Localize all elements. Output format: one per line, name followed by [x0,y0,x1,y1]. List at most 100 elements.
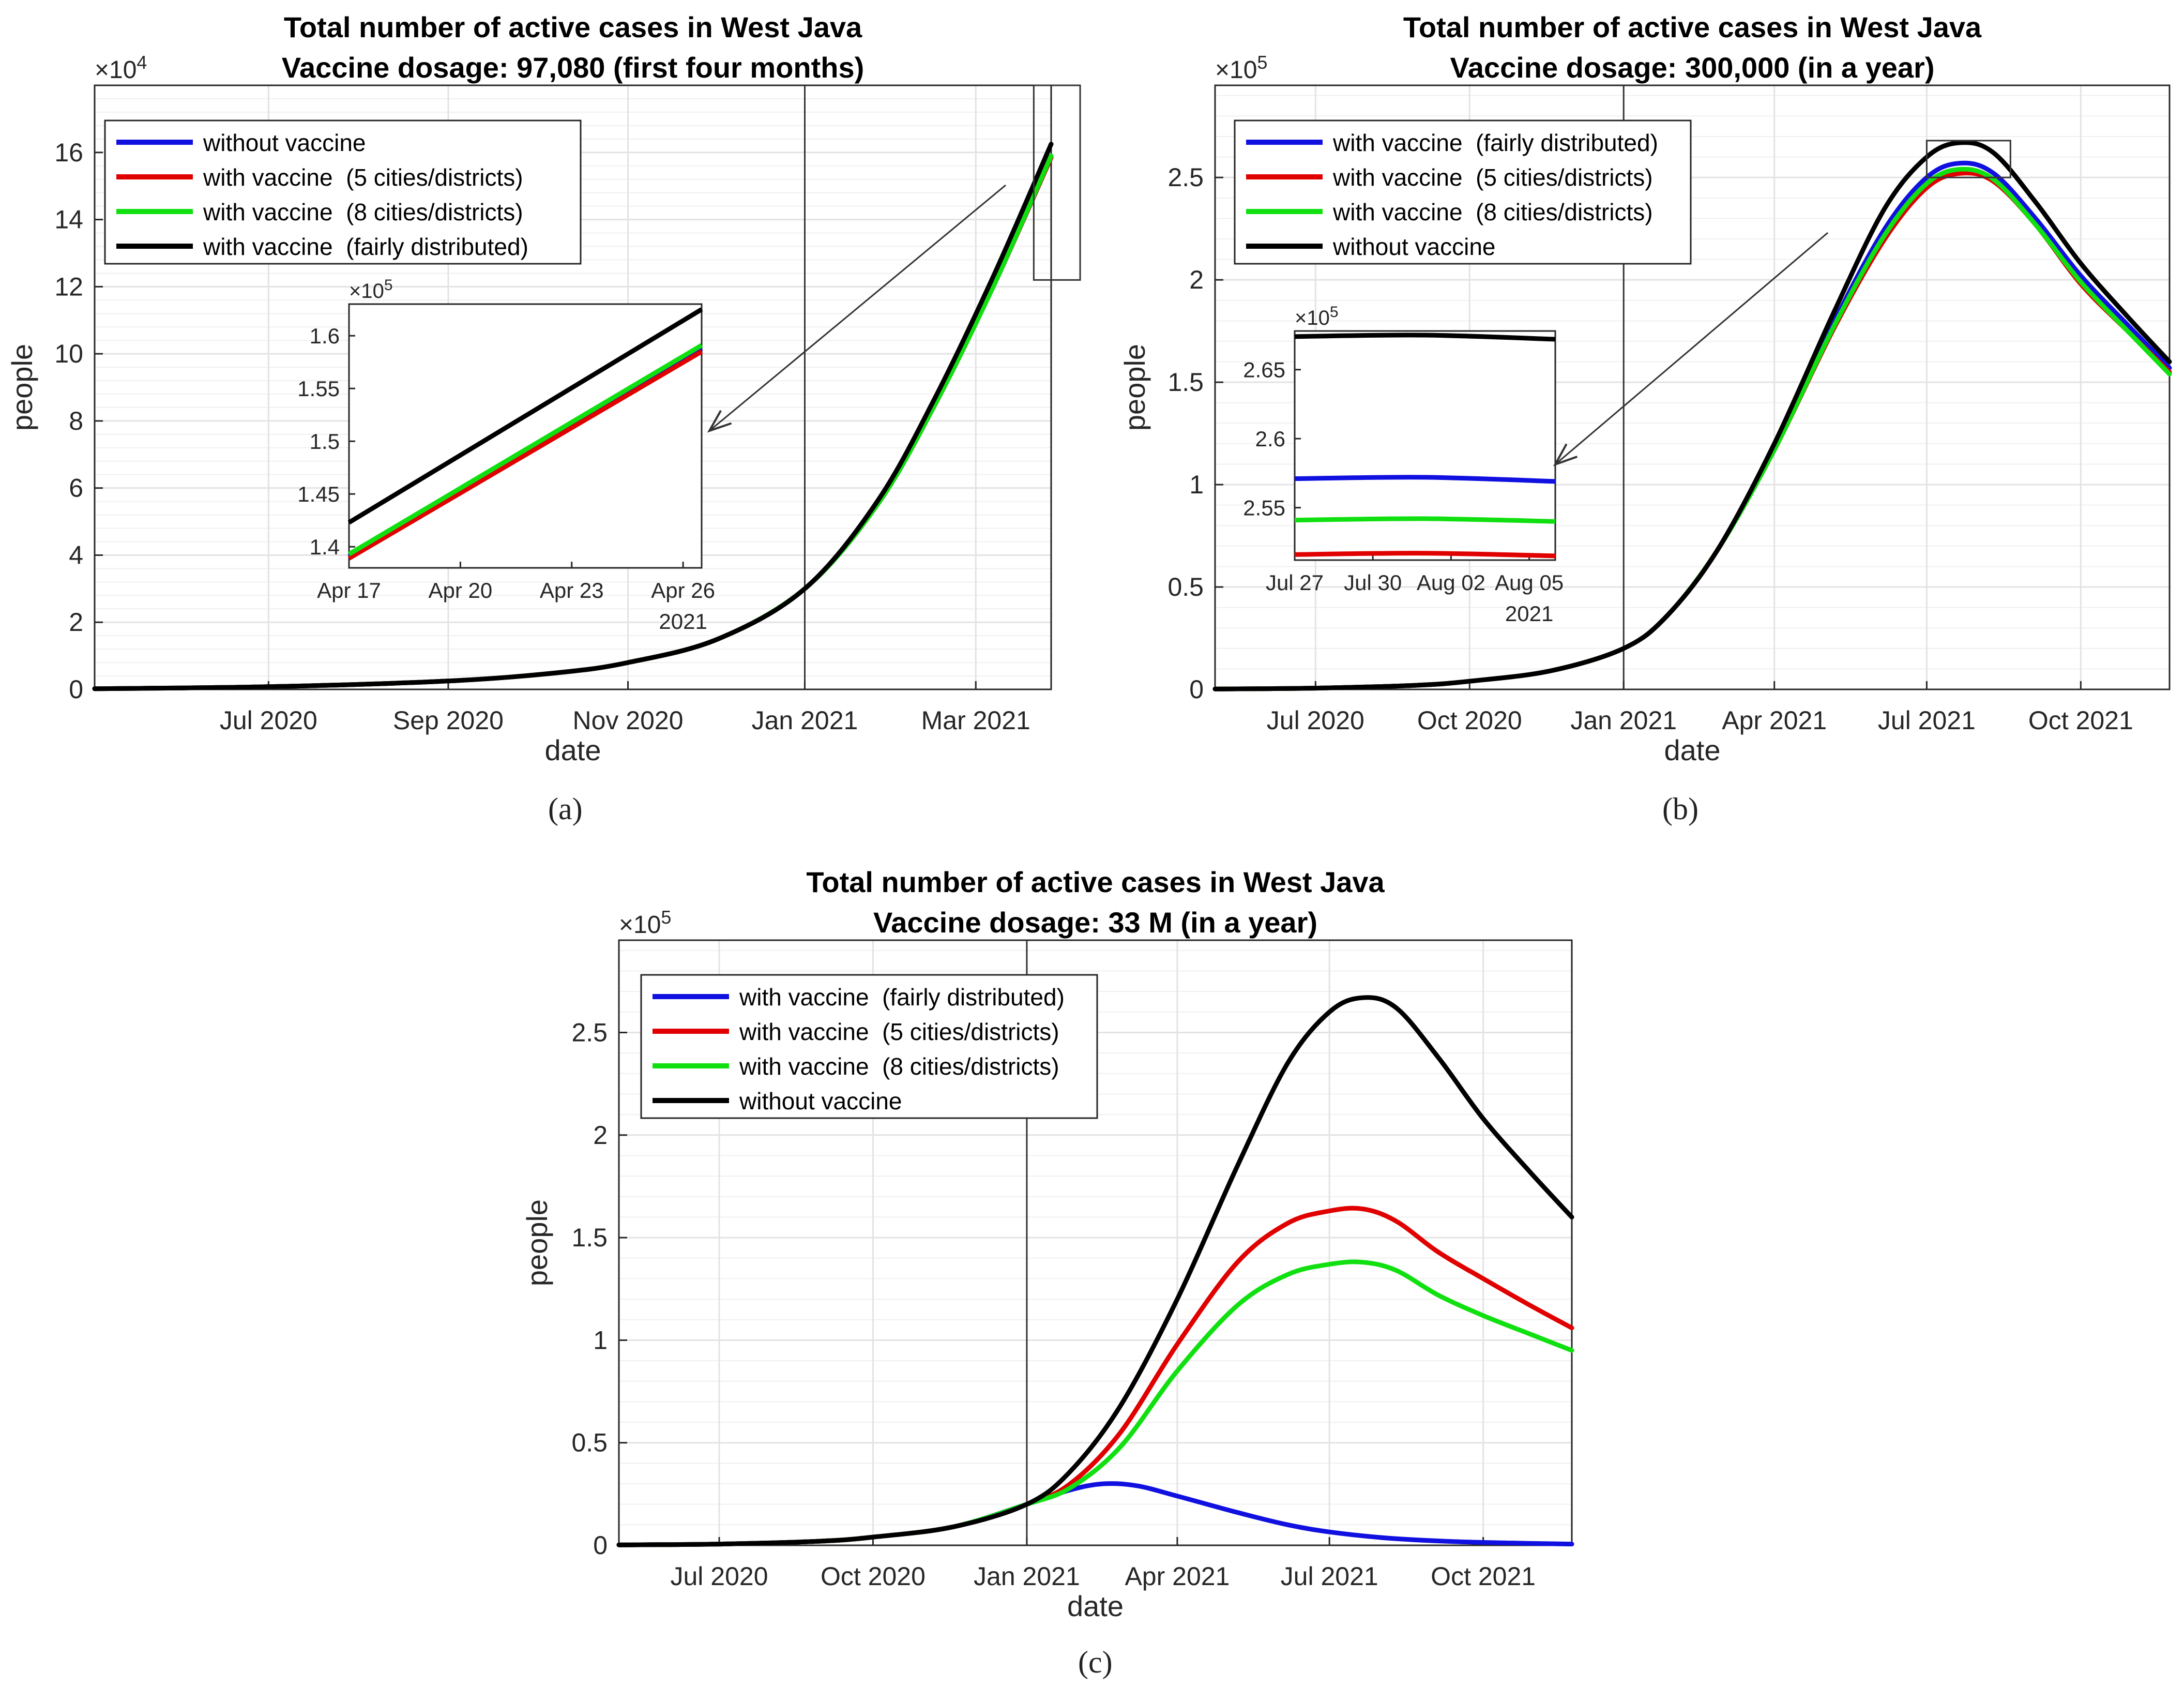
a-y-tick-label: 8 [69,406,83,435]
a-inset-line-green [347,343,703,556]
b-axes-box [1214,84,2171,690]
c-title-line-1: Total number of active cases in West Jav… [806,866,1385,898]
c-x-tick-label: Jul 2021 [1281,1562,1378,1591]
b-x-tick-label: Jul 2021 [1878,706,1976,735]
b-x-axis-label: date [1664,734,1721,766]
a-inset: 1.4 1.45 1.5 1.55 1.6 Apr 17 Apr 20 Apr 23 Apr 2… [297,277,715,634]
c-series-group [616,995,1574,1547]
c-legend-label: with vaccine (fairly distributed) [739,984,1065,1011]
chart-c: 0 0.5 1 1.5 2 2.5 Jul 2020 Oct 2020 Jan 2021 Apr … [521,866,1574,1622]
c-y-tick-label: 1.5 [571,1223,608,1252]
a-y-tick-label: 14 [54,205,83,234]
a-series-group [92,142,1054,691]
b-legend-label: with vaccine (8 cities/districts) [1332,199,1653,225]
a-inset-line-red [347,349,703,561]
b-zoom-arrow-head [1553,443,1578,466]
b-inset-x-tick-label: Jul 27 [1266,570,1324,595]
b-inset-box [1294,330,1556,561]
b-legend-label: with vaccine (fairly distributed) [1332,129,1658,156]
a-y-tick-label: 2 [69,608,83,637]
c-series-line-green [616,1259,1574,1547]
caption-b: (b) [1662,792,1698,826]
b-y-exponent: ×105 [1215,52,1267,84]
b-y-tick-label: 2 [1189,265,1204,294]
b-inset-x-tick-label: Aug 02 [1417,570,1485,595]
c-y-tick-label: 0.5 [571,1428,608,1457]
b-inset-y-tick-label: 2.65 [1243,358,1285,382]
b-inset-line-green [1294,516,1556,524]
b-y-axis-label: people [1118,344,1151,431]
a-y-axis-label: people [6,344,38,431]
b-inset: 2.55 2.6 2.65 Jul 27 Jul 30 Aug 02 Aug 05 2021 ×… [1243,304,1564,626]
a-title-line-1: Total number of active cases in West Jav… [284,11,862,43]
a-title-line-2: Vaccine dosage: 97,080 (first four month… [282,51,865,84]
b-zoom-arrow [1553,232,1828,466]
a-x-tick-label: Jan 2021 [752,706,858,735]
b-legend-label: with vaccine (5 cities/districts) [1332,164,1653,191]
b-inset-line-red [1294,551,1556,559]
a-x-tick-label: Jul 2020 [220,706,317,735]
c-y-tick-label: 2 [593,1121,608,1150]
b-legend-label: without vaccine [1332,233,1496,260]
a-inset-x-tick-label: Apr 20 [428,578,492,603]
a-zoom-box [1033,84,1081,281]
a-inset-y-exponent-power: 5 [384,277,393,294]
a-inset-x-tick-label: Apr 26 [651,578,715,603]
b-inset-y-exponent-power: 5 [1330,304,1339,321]
a-inset-line-black [347,307,703,525]
b-y-tick-label: 2.5 [1167,163,1204,192]
c-y-exponent: ×105 [619,907,671,939]
a-y-tick-label: 12 [54,272,83,301]
chart-a: 0 2 4 6 8 10 12 14 16 Jul 2020 Sep 2020 Nov 2020 Jan… [6,11,1081,766]
a-inset-y-tick-label: 1.5 [310,429,340,454]
c-x-tick-label: Oct 2020 [821,1562,926,1591]
a-legend-label: with vaccine (5 cities/districts) [203,164,523,191]
c-y-tick-label: 1 [593,1326,608,1354]
a-legend: without vaccine with vaccine (5 cities/di… [104,119,582,265]
a-inset-y-tick-label: 1.6 [310,324,340,348]
c-x-tick-label: Oct 2021 [1431,1562,1536,1591]
chart-b: 0 0.5 1 1.5 2 2.5 Jul 2020 Oct 2020 Jan 2021 Apr … [1118,11,2172,766]
b-y-tick-label: 1 [1189,470,1204,499]
b-inset-y-exponent: ×105 [1295,304,1339,329]
a-inset-y-tick-label: 1.45 [297,482,340,506]
b-x-tick-label: Jul 2020 [1267,706,1364,735]
c-series-line-red [616,1206,1574,1547]
b-x-tick-label: Oct 2021 [2028,706,2133,735]
a-series-line-black [92,142,1054,691]
c-legend-label: with vaccine (5 cities/districts) [739,1018,1059,1045]
a-y-exponent-power: 4 [136,52,147,73]
c-x-tick-label: Jul 2020 [670,1562,768,1591]
c-axes-box [618,939,1573,1546]
a-legend-label: with vaccine (fairly distributed) [203,233,528,260]
a-y-tick-label: 10 [54,339,83,368]
a-inset-y-tick-label: 1.55 [297,376,340,401]
c-title-line-2: Vaccine dosage: 33 M (in a year) [873,906,1317,939]
b-inset-line-black [1294,333,1556,342]
a-legend-label: without vaccine [203,129,366,156]
a-zoom-arrow [707,184,1006,433]
c-y-tick-label: 0 [593,1531,608,1560]
c-legend-label: with vaccine (8 cities/districts) [739,1053,1059,1080]
b-title-line-1: Total number of active cases in West Jav… [1403,11,1982,43]
b-zoom-box [1925,140,2011,178]
c-legend: with vaccine (fairly distributed) with va… [640,974,1098,1119]
a-inset-x-tick-label: Apr 17 [317,578,381,603]
a-y-exponent: ×104 [95,52,147,84]
b-zoom-arrow-line [1555,232,1828,465]
a-inset-year-label: 2021 [659,609,707,634]
b-y-tick-label: 1.5 [1167,368,1204,397]
a-x-tick-label: Sep 2020 [393,706,504,735]
b-series-group [1212,140,2172,691]
c-x-axis-label: date [1067,1590,1124,1622]
c-series-line-blue [616,1481,1574,1547]
b-legend: with vaccine (fairly distributed) with va… [1234,119,1692,265]
c-y-exponent-power: 5 [661,907,671,928]
b-y-exponent-power: 5 [1257,52,1267,73]
b-y-tick-label: 0 [1189,675,1204,704]
c-x-tick-label: Apr 2021 [1125,1562,1230,1591]
a-legend-label: with vaccine (8 cities/districts) [203,199,523,225]
a-inset-y-tick-label: 1.4 [310,535,340,559]
b-inset-line-blue [1294,475,1556,484]
